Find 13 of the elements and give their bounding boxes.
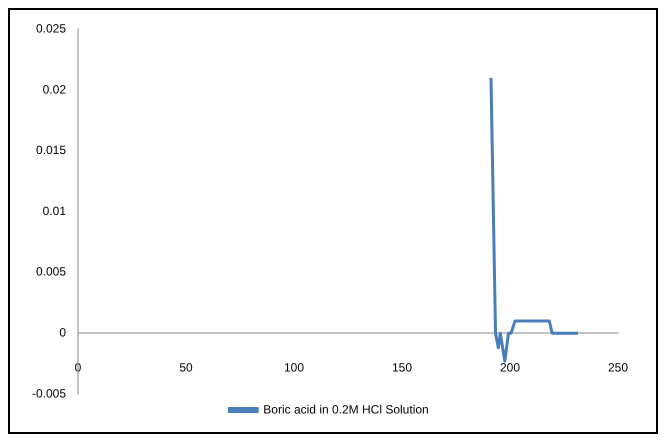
y-tick-label: 0.005 [36, 264, 66, 279]
x-tick-label: 150 [392, 360, 412, 375]
x-tick-label: 250 [608, 360, 628, 375]
y-tick-label: 0.01 [42, 204, 66, 218]
x-tick-label: 200 [500, 360, 520, 375]
y-tick-label: -0.005 [32, 386, 66, 400]
y-tick-label: 0 [59, 326, 66, 340]
y-tick-label: 0.025 [36, 22, 66, 36]
x-tick-label: 50 [179, 360, 194, 375]
y-tick-label: 0.015 [36, 143, 66, 158]
x-tick-label: 100 [284, 360, 304, 375]
y-tick-label: 0.02 [42, 82, 66, 96]
legend-label: Boric acid in 0.2M HCl Solution [263, 402, 429, 416]
